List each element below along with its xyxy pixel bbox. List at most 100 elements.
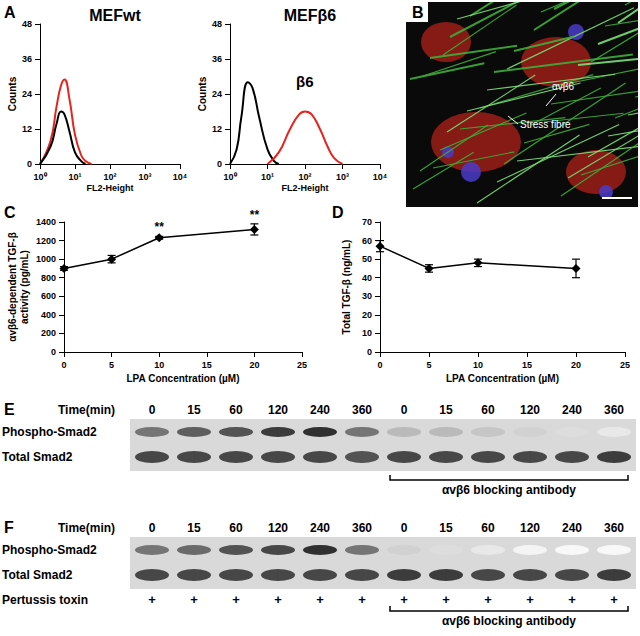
- svg-text:5: 5: [426, 360, 431, 370]
- svg-text:200: 200: [41, 328, 56, 338]
- svg-text:70: 70: [362, 217, 372, 227]
- svg-text:10¹: 10¹: [68, 172, 81, 182]
- svg-text:0: 0: [51, 347, 56, 357]
- svg-text:120: 120: [268, 521, 288, 535]
- svg-text:αvβ6 blocking antibody: αvβ6 blocking antibody: [442, 483, 576, 497]
- svg-text:1000: 1000: [36, 254, 56, 264]
- svg-text:360: 360: [352, 521, 372, 535]
- svg-text:Counts: Counts: [197, 76, 208, 111]
- svg-text:0: 0: [217, 159, 222, 169]
- svg-text:10: 10: [473, 360, 483, 370]
- svg-text:C: C: [4, 204, 16, 221]
- svg-text:Phospho-Smad2: Phospho-Smad2: [2, 543, 97, 557]
- svg-text:15: 15: [522, 360, 532, 370]
- svg-text:15: 15: [439, 403, 453, 417]
- svg-text:FL2-Height: FL2-Height: [87, 183, 134, 193]
- svg-text:10³: 10³: [336, 172, 349, 182]
- svg-text:1200: 1200: [36, 236, 56, 246]
- svg-text:0: 0: [27, 159, 32, 169]
- svg-text:β6: β6: [296, 73, 314, 90]
- svg-text:10¹: 10¹: [261, 172, 274, 182]
- svg-text:25: 25: [620, 360, 630, 370]
- svg-text:10: 10: [154, 360, 164, 370]
- svg-text:Counts: Counts: [7, 76, 18, 111]
- svg-text:240: 240: [310, 521, 330, 535]
- svg-text:B: B: [412, 4, 424, 21]
- svg-text:15: 15: [202, 360, 212, 370]
- svg-text:MEFβ6: MEFβ6: [284, 7, 337, 24]
- svg-text:E: E: [4, 401, 15, 418]
- svg-text:+: +: [484, 592, 492, 607]
- svg-text:60: 60: [229, 403, 243, 417]
- svg-text:600: 600: [41, 291, 56, 301]
- svg-text:60: 60: [229, 521, 243, 535]
- svg-text:+: +: [274, 592, 282, 607]
- svg-text:+: +: [568, 592, 576, 607]
- svg-text:**: **: [155, 220, 165, 234]
- svg-text:10⁴: 10⁴: [173, 172, 187, 182]
- svg-text:24: 24: [22, 89, 32, 99]
- svg-text:20: 20: [362, 310, 372, 320]
- svg-text:400: 400: [41, 310, 56, 320]
- svg-text:+: +: [442, 592, 450, 607]
- svg-text:20: 20: [249, 360, 259, 370]
- svg-text:360: 360: [604, 403, 624, 417]
- svg-text:+: +: [316, 592, 324, 607]
- svg-text:10: 10: [362, 328, 372, 338]
- svg-text:360: 360: [352, 403, 372, 417]
- svg-text:αvβ6: αvβ6: [552, 81, 575, 92]
- svg-text:LPA Concentration (µM): LPA Concentration (µM): [127, 373, 240, 384]
- svg-text:Total Smad2: Total Smad2: [2, 568, 73, 582]
- svg-text:0: 0: [377, 360, 382, 370]
- svg-text:15: 15: [187, 403, 201, 417]
- svg-text:Time(min): Time(min): [58, 403, 115, 417]
- svg-text:Pertussis toxin: Pertussis toxin: [2, 593, 88, 607]
- svg-text:10²: 10²: [298, 172, 311, 182]
- svg-text:120: 120: [520, 521, 540, 535]
- svg-text:0: 0: [61, 360, 66, 370]
- svg-text:**: **: [250, 208, 260, 222]
- svg-text:60: 60: [481, 403, 495, 417]
- svg-text:240: 240: [310, 403, 330, 417]
- svg-text:Stress fibre: Stress fibre: [520, 119, 571, 130]
- svg-text:15: 15: [439, 521, 453, 535]
- svg-text:24: 24: [212, 89, 222, 99]
- svg-text:A: A: [4, 4, 16, 21]
- svg-text:Phospho-Smad2: Phospho-Smad2: [2, 425, 97, 439]
- svg-text:LPA Concentration (µM): LPA Concentration (µM): [446, 373, 559, 384]
- svg-text:1400: 1400: [36, 217, 56, 227]
- svg-text:36: 36: [212, 54, 222, 64]
- svg-text:20: 20: [571, 360, 581, 370]
- svg-text:+: +: [232, 592, 240, 607]
- svg-text:+: +: [190, 592, 198, 607]
- svg-text:0: 0: [149, 403, 156, 417]
- svg-text:40: 40: [362, 273, 372, 283]
- svg-text:120: 120: [268, 403, 288, 417]
- svg-text:MEFwt: MEFwt: [89, 7, 141, 24]
- svg-text:15: 15: [187, 521, 201, 535]
- svg-text:Time(min): Time(min): [58, 521, 115, 535]
- svg-text:36: 36: [22, 54, 32, 64]
- svg-text:Total TGF-β (ng/mL): Total TGF-β (ng/mL): [341, 240, 352, 335]
- svg-text:10⁰: 10⁰: [223, 172, 237, 182]
- svg-text:0: 0: [401, 521, 408, 535]
- svg-text:48: 48: [212, 19, 222, 29]
- svg-text:activity (pg/mL): activity (pg/mL): [19, 250, 30, 324]
- svg-text:5: 5: [109, 360, 114, 370]
- svg-text:+: +: [610, 592, 618, 607]
- svg-text:10³: 10³: [138, 172, 151, 182]
- svg-text:F: F: [4, 519, 14, 536]
- svg-text:10⁰: 10⁰: [33, 172, 47, 182]
- svg-text:12: 12: [22, 124, 32, 134]
- svg-text:10⁴: 10⁴: [373, 172, 387, 182]
- svg-text:+: +: [358, 592, 366, 607]
- svg-text:800: 800: [41, 273, 56, 283]
- svg-text:60: 60: [481, 521, 495, 535]
- svg-text:240: 240: [562, 521, 582, 535]
- svg-text:0: 0: [149, 521, 156, 535]
- svg-text:Total Smad2: Total Smad2: [2, 450, 73, 464]
- svg-text:0: 0: [401, 403, 408, 417]
- svg-text:30: 30: [362, 291, 372, 301]
- svg-text:50: 50: [362, 254, 372, 264]
- svg-text:60: 60: [362, 236, 372, 246]
